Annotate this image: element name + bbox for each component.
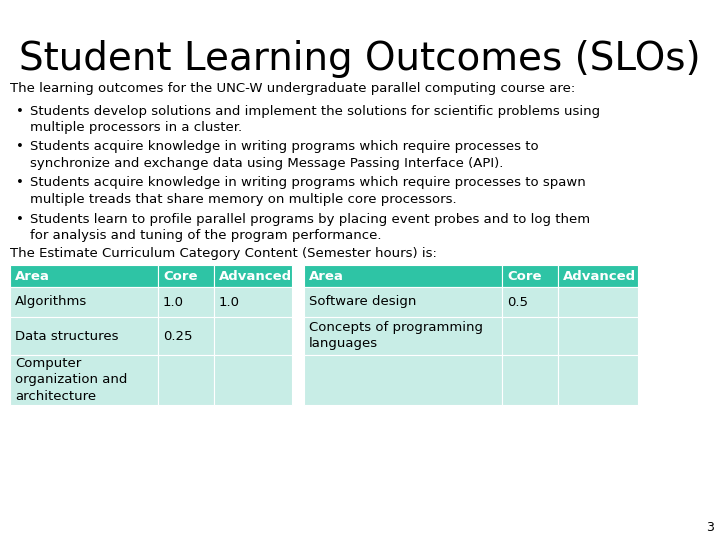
Text: The learning outcomes for the UNC-W undergraduate parallel computing course are:: The learning outcomes for the UNC-W unde… [10, 82, 575, 95]
Bar [304, 317, 502, 355]
Text: 1.0: 1.0 [163, 295, 184, 308]
Text: Students learn to profile parallel programs by placing event probes and to log t: Students learn to profile parallel progr… [30, 213, 590, 242]
Bar [502, 355, 558, 405]
Bar [502, 317, 558, 355]
Text: Core: Core [163, 269, 197, 282]
Text: Algorithms: Algorithms [15, 295, 87, 308]
Text: 0.25: 0.25 [163, 329, 192, 342]
Text: •: • [16, 213, 24, 226]
Text: Area: Area [309, 269, 344, 282]
Bar [158, 265, 214, 287]
Text: 3: 3 [706, 521, 714, 534]
Text: Students acquire knowledge in writing programs which require processes to
synchr: Students acquire knowledge in writing pr… [30, 140, 539, 170]
Text: •: • [16, 105, 24, 118]
Text: Students develop solutions and implement the solutions for scientific problems u: Students develop solutions and implement… [30, 105, 600, 134]
Bar [158, 317, 214, 355]
Bar [558, 355, 638, 405]
Bar [158, 287, 214, 317]
Bar [10, 355, 158, 405]
Bar [304, 287, 502, 317]
Text: Students acquire knowledge in writing programs which require processes to spawn
: Students acquire knowledge in writing pr… [30, 176, 586, 206]
Text: 0.5: 0.5 [507, 295, 528, 308]
Text: Software design: Software design [309, 295, 416, 308]
Text: Data structures: Data structures [15, 329, 119, 342]
Bar [158, 355, 214, 405]
Bar [558, 265, 638, 287]
Text: 1.0: 1.0 [219, 295, 240, 308]
Bar [502, 265, 558, 287]
Text: Core: Core [507, 269, 541, 282]
Text: •: • [16, 140, 24, 153]
Bar [214, 317, 292, 355]
Text: Computer
organization and
architecture: Computer organization and architecture [15, 357, 127, 402]
Bar [10, 317, 158, 355]
Bar [10, 287, 158, 317]
Text: Student Learning Outcomes (SLOs): Student Learning Outcomes (SLOs) [19, 40, 701, 78]
Text: Advanced: Advanced [563, 269, 636, 282]
Bar [304, 265, 502, 287]
Text: •: • [16, 176, 24, 189]
Bar [214, 265, 292, 287]
Bar [502, 287, 558, 317]
Bar [558, 317, 638, 355]
Bar [304, 355, 502, 405]
Text: The Estimate Curriculum Category Content (Semester hours) is:: The Estimate Curriculum Category Content… [10, 247, 437, 260]
Bar [558, 287, 638, 317]
Text: Area: Area [15, 269, 50, 282]
Bar [214, 287, 292, 317]
Text: Concepts of programming
languages: Concepts of programming languages [309, 321, 483, 350]
Bar [214, 355, 292, 405]
Bar [10, 265, 158, 287]
Text: Advanced: Advanced [219, 269, 292, 282]
